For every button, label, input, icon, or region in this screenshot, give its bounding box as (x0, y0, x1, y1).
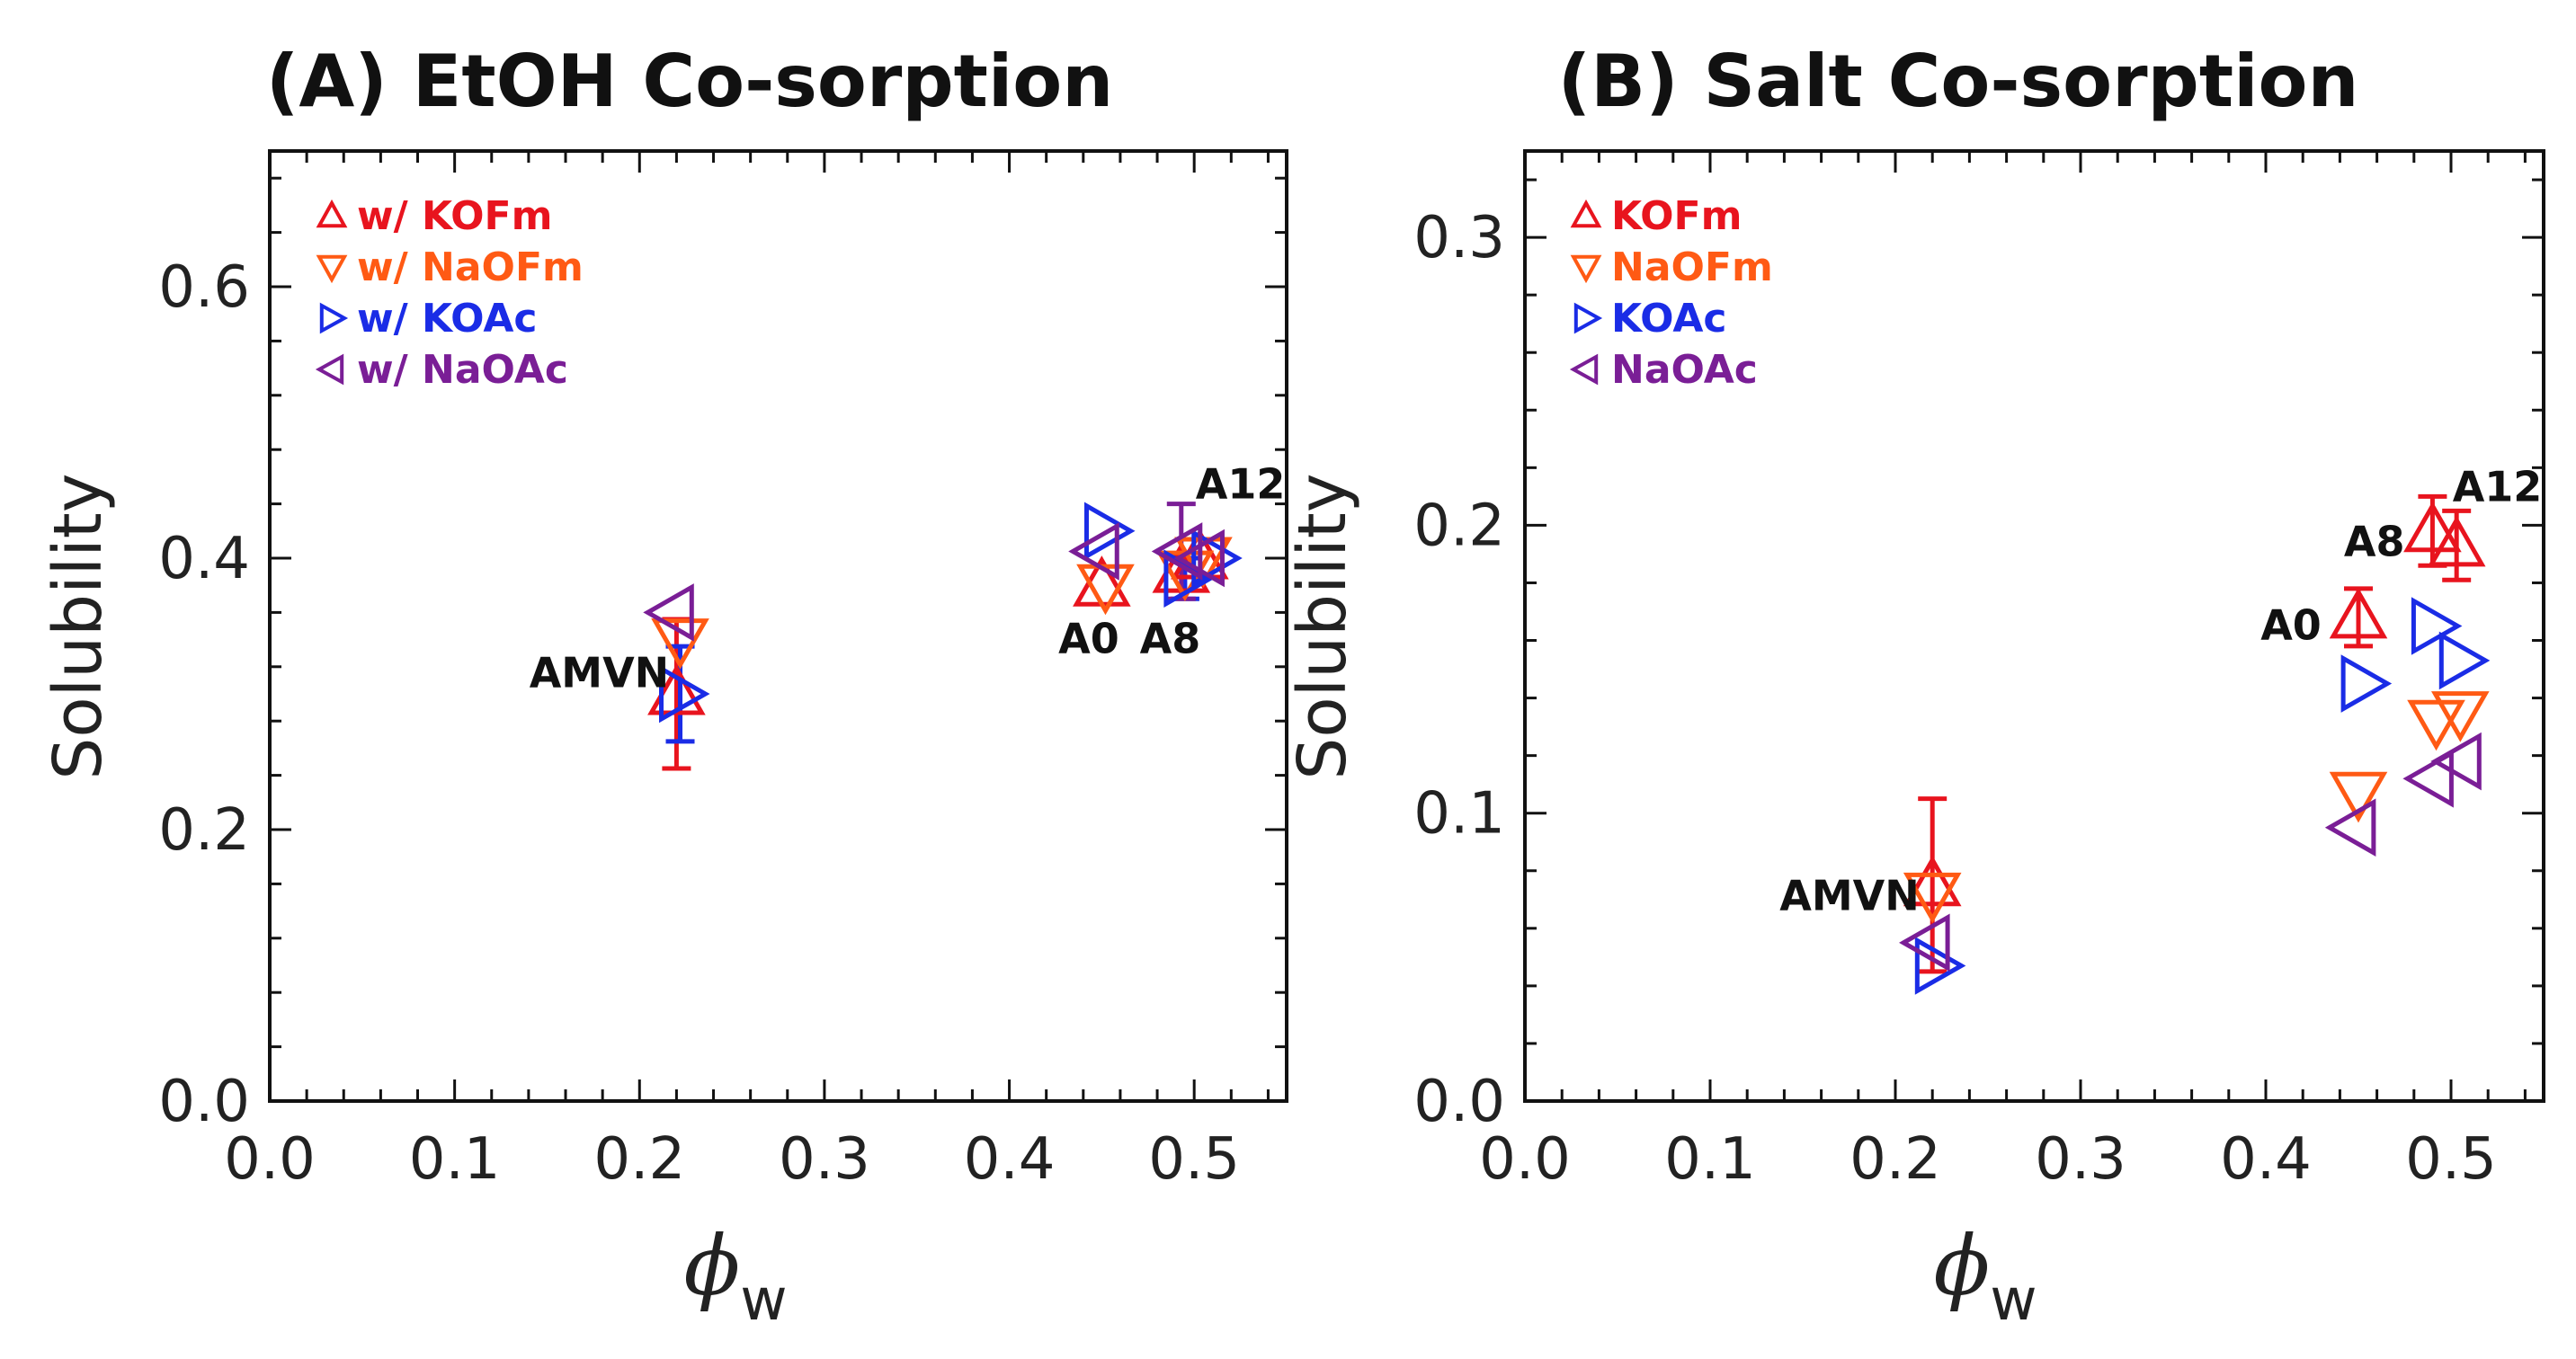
panel-b-salt-cosorption: (B) Salt Co-sorption 0.0 0.1 0.2 0.3 0.4 0.50… (1284, 40, 2545, 1334)
panel-b-ticks: 0.0 0.1 0.2 0.3 0.4 0.5 0.0 0.1 0.2 0.3 (1413, 151, 2544, 1193)
y-tick-label: 0.2 (1413, 493, 1505, 559)
data-point-triangle-left (643, 583, 694, 642)
data-point-triangle-left (1068, 522, 1119, 581)
y-tick-label: 0.1 (1413, 781, 1505, 848)
panel-a-ticks: 0.0 0.1 0.2 0.3 0.4 0.5 0.0 0.2 0.4 0.6 (158, 151, 1287, 1193)
data-point-triangle-down (2430, 691, 2490, 742)
panel-b-title: (B) Salt Co-sorption (1558, 40, 2359, 123)
legend-label: KOFm (1611, 193, 1742, 239)
legend-marker-icon (319, 302, 349, 334)
legend-marker-icon (316, 199, 348, 228)
x-tick-label: 0.5 (1148, 1126, 1240, 1193)
data-point-triangle-down (2329, 771, 2388, 823)
data-point-triangle-up (2329, 587, 2388, 639)
panel-a-title: (A) EtOH Co-sorption (266, 40, 1113, 123)
data-point-triangle-up (2403, 501, 2462, 553)
data-point-triangle-right (659, 664, 710, 724)
point-annotation: A8 (1140, 615, 1201, 663)
panel-b-legend: KOFm NaOFm KOAc NaOAc (1569, 193, 1773, 393)
legend-label: KOAc (1611, 296, 1726, 342)
panel-b-x-axis-subscript: w (1990, 1267, 2037, 1334)
panel-a-plot-frame (268, 149, 1288, 1103)
x-tick-label: 0.4 (2220, 1126, 2312, 1193)
panel-a-etoh-cosorption: (A) EtOH Co-sorption 0.0 0.1 0.2 0.3 0.4 0.50… (40, 40, 1288, 1334)
legend-label: w/ KOFm (357, 193, 552, 239)
point-annotation: A8 (2344, 517, 2405, 565)
data-point-triangle-right (2411, 597, 2463, 655)
data-point-triangle-up (1903, 855, 1962, 907)
x-tick-label: 0.1 (1664, 1126, 1756, 1193)
legend-label: NaOFm (1611, 244, 1773, 290)
legend-marker-icon (1570, 199, 1602, 228)
data-point-triangle-left (1173, 528, 1225, 588)
panel-b-y-axis-label: Solubility (1284, 473, 1361, 779)
point-annotation: A0 (1058, 615, 1119, 663)
data-point-triangle-down (651, 618, 709, 670)
data-point-triangle-right (1914, 937, 1966, 995)
data-point-triangle-right (2340, 654, 2393, 713)
data-point-triangle-down (1076, 564, 1135, 616)
y-tick-label: 0.3 (1413, 205, 1505, 271)
x-tick-label: 0.3 (2035, 1126, 2126, 1193)
x-tick-label: 0.2 (593, 1126, 685, 1193)
point-annotation: AMVN (530, 648, 669, 697)
data-point-triangle-left (2402, 749, 2454, 808)
data-point-triangle-right (1083, 502, 1136, 561)
data-point-triangle-left (1899, 913, 1950, 973)
data-point-triangle-left (1151, 522, 1203, 581)
legend-label: NaOAc (1611, 347, 1758, 393)
panel-b-annotations: AMVN A0 A8 A12 (1779, 463, 2542, 920)
legend-marker-icon (315, 353, 344, 386)
point-annotation: A0 (2260, 600, 2322, 649)
x-tick-label: 0.4 (964, 1126, 1056, 1193)
point-annotation: A12 (1196, 459, 1286, 508)
data-point-triangle-left (2430, 732, 2482, 791)
y-tick-label: 0.6 (158, 254, 250, 321)
point-annotation: A12 (2453, 463, 2543, 511)
panel-b-plot-frame (1523, 149, 2545, 1103)
legend-label: w/ NaOAc (357, 347, 568, 393)
x-tick-label: 0.2 (1850, 1126, 1941, 1193)
y-tick-label: 0.4 (158, 526, 250, 592)
legend-marker-icon (1570, 254, 1602, 284)
data-point-triangle-right (2438, 631, 2491, 690)
legend-marker-icon (316, 254, 348, 284)
x-tick-label: 0.0 (1479, 1126, 1571, 1193)
data-point-triangle-down (1903, 872, 1962, 924)
x-tick-label: 0.1 (409, 1126, 501, 1193)
data-point-triangle-left (2324, 798, 2376, 857)
panel-a-legend: w/ KOFm w/ NaOFm w/ KOAc w/ NaOAc (315, 193, 584, 393)
panel-a-y-axis-label: Solubility (40, 473, 117, 779)
legend-label: w/ KOAc (357, 296, 538, 342)
point-annotation: AMVN (1779, 871, 1919, 919)
panel-b-markers (1899, 501, 2491, 995)
y-tick-label: 0.0 (158, 1069, 250, 1135)
panel-a-markers (643, 502, 1243, 724)
y-tick-label: 0.0 (1413, 1069, 1505, 1135)
legend-label: w/ NaOFm (357, 244, 584, 290)
data-point-triangle-up (2427, 515, 2486, 567)
x-tick-label: 0.3 (779, 1126, 870, 1193)
x-tick-label: 0.5 (2405, 1126, 2497, 1193)
legend-marker-icon (1569, 353, 1599, 386)
panel-a-x-axis-subscript: w (740, 1267, 787, 1334)
legend-marker-icon (1573, 302, 1603, 334)
panel-a-x-axis-label: ϕw (683, 1218, 787, 1334)
data-point-triangle-right (1191, 528, 1243, 588)
panel-a-annotations: AMVN A0 A8 A12 (530, 459, 1286, 697)
panel-b-x-axis-label: ϕw (1933, 1218, 2037, 1334)
data-point-triangle-down (2407, 699, 2465, 751)
y-tick-label: 0.2 (158, 797, 250, 864)
x-tick-label: 0.0 (224, 1126, 316, 1193)
